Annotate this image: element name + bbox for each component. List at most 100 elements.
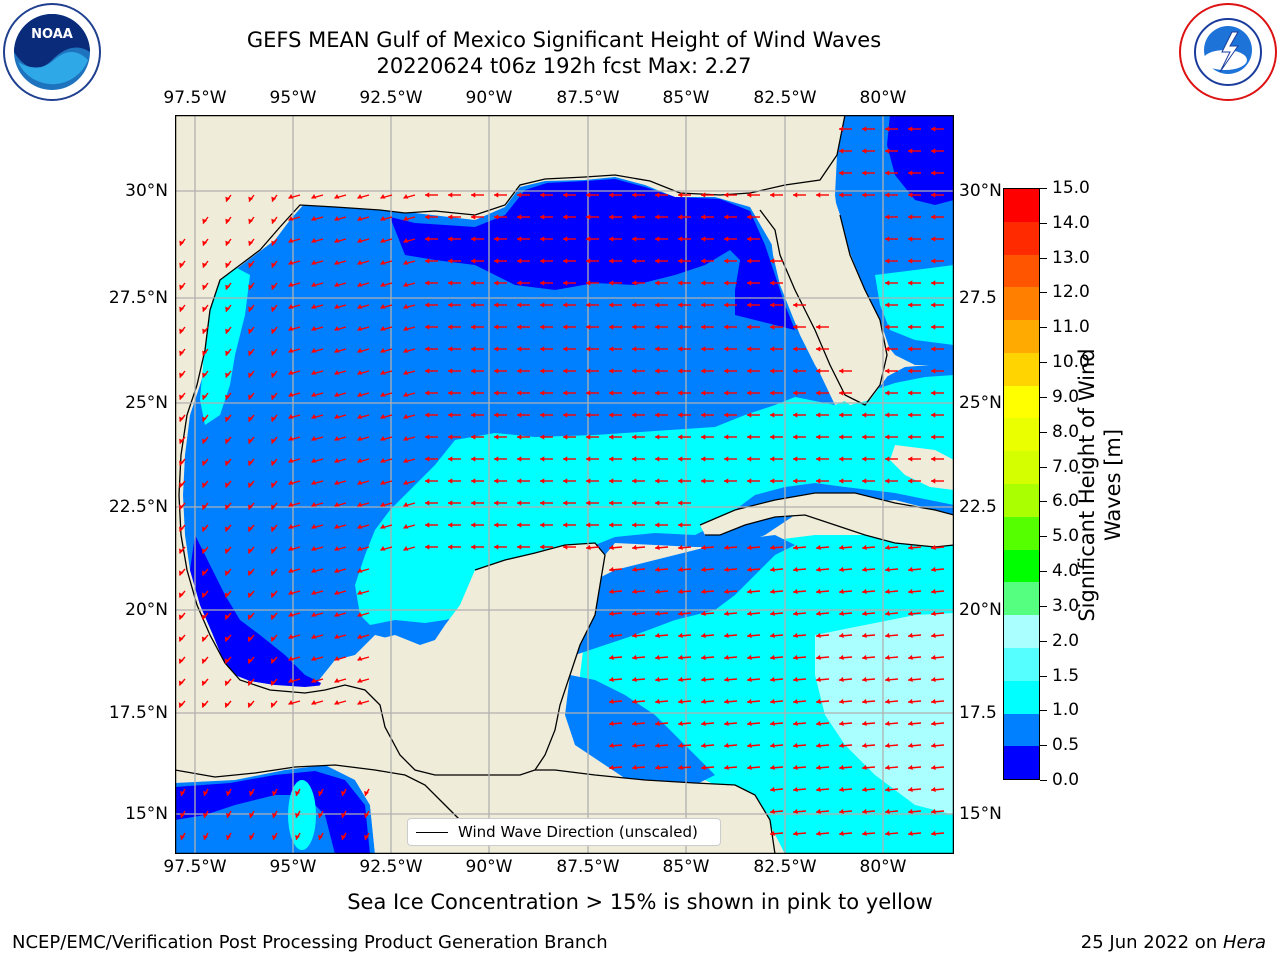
lon-label: 87.5°W xyxy=(556,88,620,108)
wave-arrow-head xyxy=(288,568,294,573)
wave-arrow-head xyxy=(609,544,614,550)
legend-line-swatch xyxy=(416,832,448,833)
wave-arrow-head xyxy=(563,302,568,308)
wave-arrow-head xyxy=(678,456,683,462)
wave-arrow-head xyxy=(885,390,890,396)
wave-arrow-head xyxy=(931,258,936,264)
wave-arrow-head xyxy=(839,368,844,374)
wave-arrow-head xyxy=(517,236,522,242)
wave-arrow-head xyxy=(357,546,363,551)
wave-arrow-head xyxy=(747,610,752,616)
wave-arrow-head xyxy=(270,592,276,598)
wave-arrow-head xyxy=(340,812,346,818)
wave-arrow-head xyxy=(747,192,752,198)
wave-arrow-head xyxy=(862,478,867,484)
wave-arrow-head xyxy=(908,258,913,264)
sea-ice-note: Sea Ice Concentration > 15% is shown in … xyxy=(0,890,1280,914)
wave-arrow-head xyxy=(931,742,936,748)
wave-arrow-head xyxy=(270,614,276,620)
wave-arrow-head xyxy=(294,790,300,796)
wave-arrow-head xyxy=(271,504,276,510)
wave-arrow-head xyxy=(311,326,317,331)
wave-arrow-head xyxy=(270,680,276,686)
wave-arrow-head xyxy=(448,368,453,374)
wave-arrow-head xyxy=(179,328,184,334)
wave-arrow-head xyxy=(839,808,844,814)
wave-arrow-head xyxy=(311,348,317,353)
wave-arrow-head xyxy=(586,390,591,396)
wave-arrow-head xyxy=(225,372,230,378)
wave-arrow-head xyxy=(908,368,913,374)
wave-arrow-head xyxy=(403,414,409,419)
wave-arrow-head xyxy=(202,218,208,224)
wave-arrow-head xyxy=(247,636,253,642)
wave-arrow-head xyxy=(770,566,775,572)
wave-arrow-head xyxy=(770,368,775,374)
wave-arrow-head xyxy=(609,478,614,484)
wave-arrow-head xyxy=(724,742,729,748)
wave-arrow-head xyxy=(885,676,890,682)
wave-arrow-head xyxy=(178,614,184,620)
wave-arrow-head xyxy=(540,192,545,198)
wave-arrow-head xyxy=(586,346,591,352)
wave-arrow-head xyxy=(448,324,453,330)
wave-arrow-head xyxy=(494,236,499,242)
wave-arrow-head xyxy=(816,434,821,440)
wave-arrow-head xyxy=(225,262,231,268)
wave-arrow-head xyxy=(908,786,913,792)
wave-arrow-head xyxy=(770,280,775,286)
coastline-cuba xyxy=(699,492,954,548)
colorbar-label-line2: Waves [m] xyxy=(1101,428,1125,542)
wave-arrow-head xyxy=(311,656,317,661)
colorbar-tick-mark xyxy=(1040,640,1047,642)
wave-arrow-head xyxy=(770,786,775,792)
wave-arrow-head xyxy=(816,544,821,550)
wave-arrow-head xyxy=(678,676,683,682)
wave-arrow-head xyxy=(839,192,844,198)
wave-arrow-head xyxy=(334,458,340,463)
wave-arrow-head xyxy=(448,390,453,396)
wave-arrow-head xyxy=(448,522,453,528)
wave-arrow-head xyxy=(839,126,844,132)
wave-arrow-head xyxy=(357,656,363,661)
wave-arrow-head xyxy=(747,588,752,594)
wave-arrow-head xyxy=(609,456,614,462)
gulf-map: Wind Wave Direction (unscaled) xyxy=(175,115,954,854)
coastline-north xyxy=(279,115,846,228)
wave-arrow-head xyxy=(334,612,340,617)
wave-arrow-head xyxy=(678,632,683,638)
wave-arrow-head xyxy=(931,676,936,682)
wave-arrow-head xyxy=(334,326,340,331)
legend-label: Wind Wave Direction (unscaled) xyxy=(458,823,698,841)
wave-arrow-head xyxy=(609,698,614,704)
wave-arrow-head xyxy=(793,324,798,330)
wave-arrow-head xyxy=(908,412,913,418)
wave-arrow-head xyxy=(288,458,294,463)
wave-arrow-head xyxy=(701,302,706,308)
wave-arrow-head xyxy=(225,196,231,202)
wave-arrow-head xyxy=(311,304,317,309)
wave-arrow-head xyxy=(701,742,706,748)
wave-arrow-head xyxy=(403,194,409,199)
wave-arrow-head xyxy=(747,478,752,484)
wave-arrow-head xyxy=(724,654,729,660)
wave-arrow-head xyxy=(288,634,294,639)
wave-arrow-head xyxy=(271,482,276,488)
wave-arrow-head xyxy=(655,324,660,330)
wave-arrow-head xyxy=(747,346,752,352)
wave-arrow-head xyxy=(839,654,844,660)
map-legend: Wind Wave Direction (unscaled) xyxy=(407,818,721,846)
wave-arrow-head xyxy=(931,170,936,176)
lat-label-right: 30°N xyxy=(959,181,1002,201)
wave-arrow-head xyxy=(288,700,294,705)
wave-arrow-head xyxy=(839,698,844,704)
wave-arrow-head xyxy=(471,302,476,308)
wave-arrow-head xyxy=(563,390,568,396)
wave-arrow-head xyxy=(334,348,340,353)
wave-arrow-head xyxy=(885,478,890,484)
wave-arrow-head xyxy=(357,568,363,573)
wave-arrow-head xyxy=(202,372,207,378)
wave-arrow-head xyxy=(334,216,340,221)
wave-arrow-head xyxy=(770,544,775,550)
wave-arrow-head xyxy=(770,698,775,704)
